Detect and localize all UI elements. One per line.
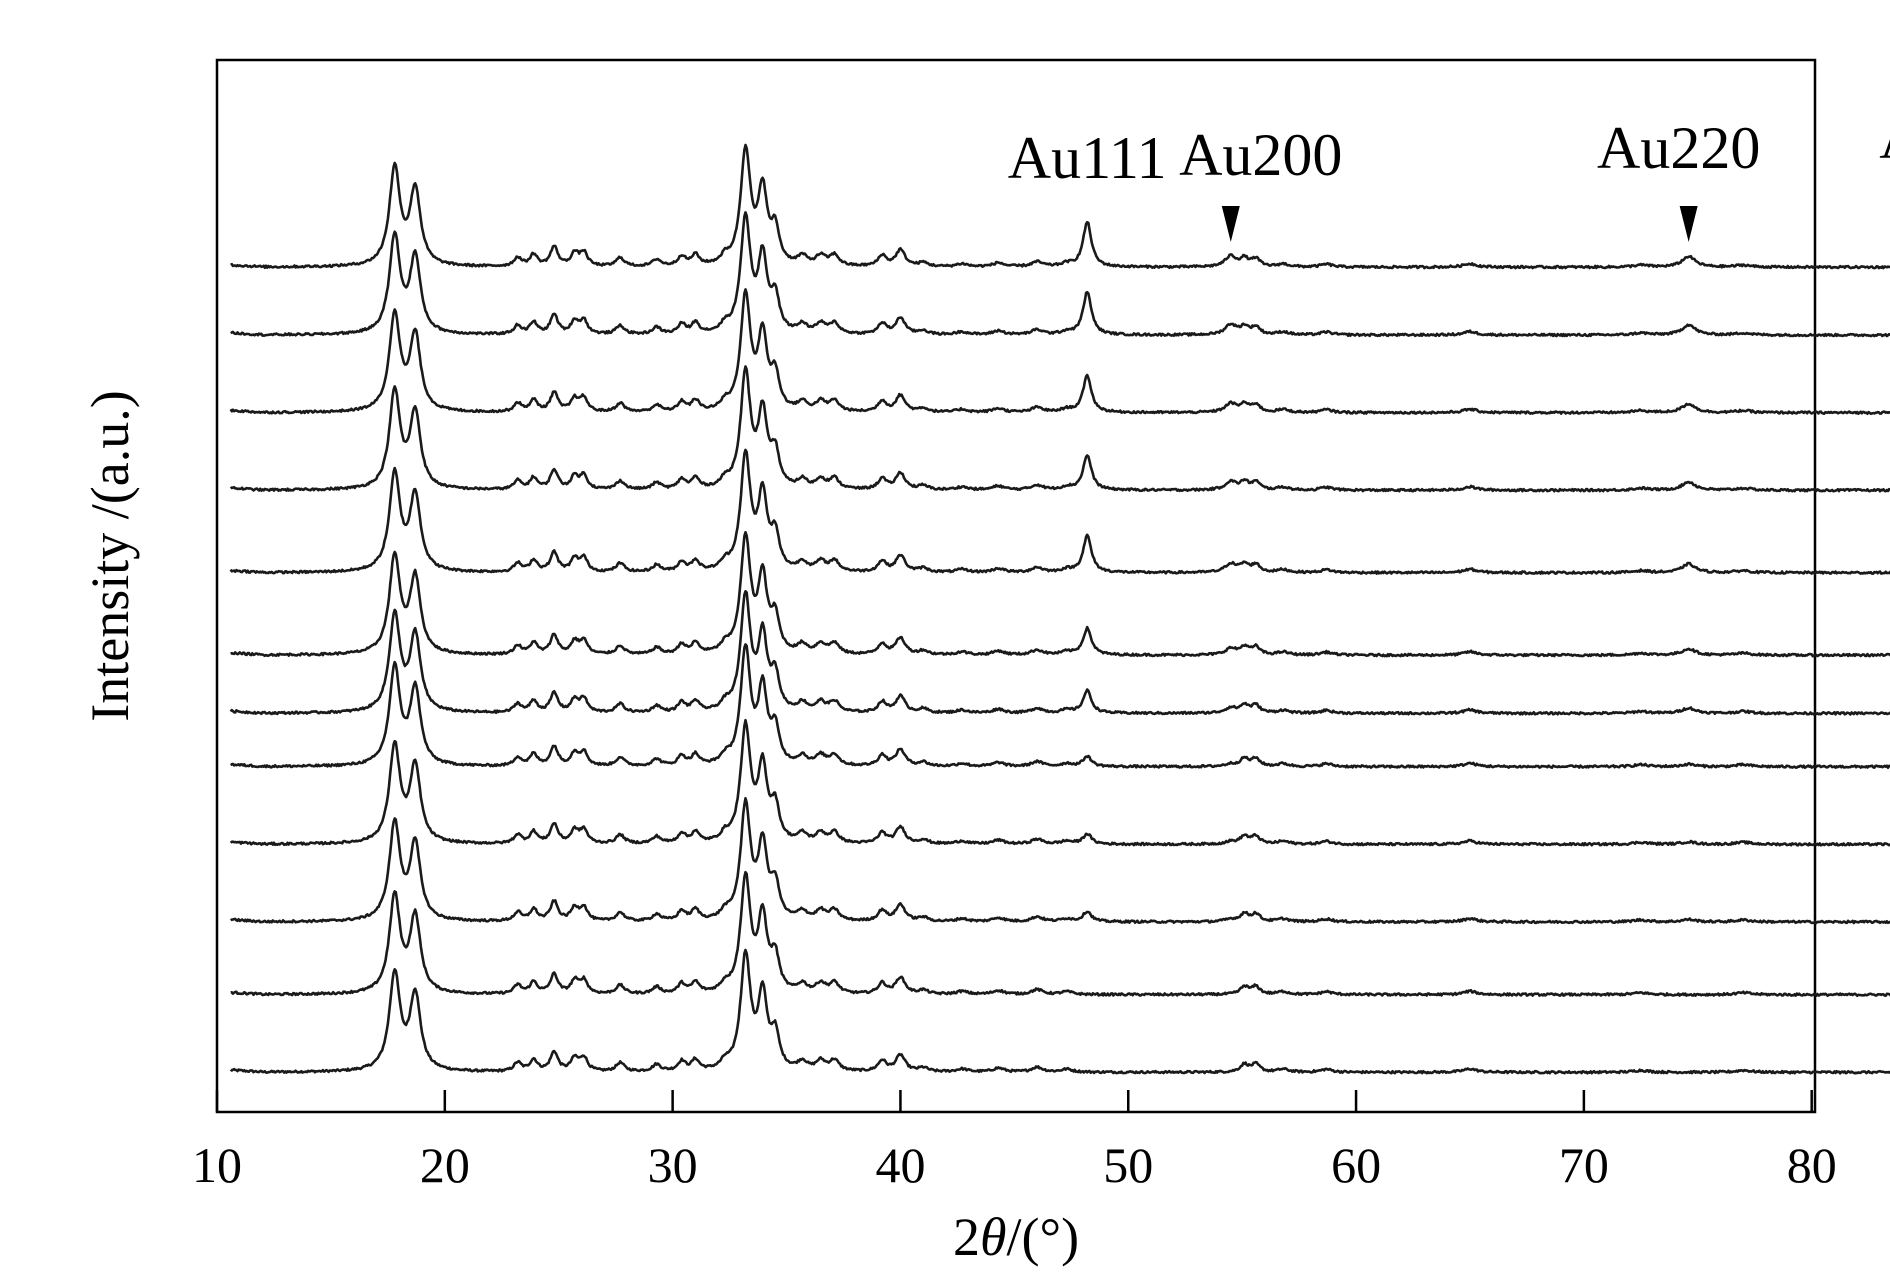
series-line-3 [230,797,1890,925]
marker-au200 [1221,206,1240,242]
annotation-au200: Au200 [1179,122,1342,188]
x-axis-label: 2θ/(°) [953,1207,1079,1267]
series-line-2 [230,870,1890,997]
x-tick-label-50: 50 [1103,1137,1153,1193]
plot-frame [215,58,1817,1114]
marker-au220 [1679,206,1698,242]
x-tick-label-30: 30 [648,1137,698,1193]
annotation-au111: Au111 [1008,125,1167,191]
x-tick-label-10: 10 [192,1137,242,1193]
series-line-11 [230,211,1890,338]
series-line-1 [229,948,1890,1075]
x-tick-label-80: 80 [1787,1137,1837,1193]
x-tick-label-60: 60 [1331,1137,1381,1193]
x-tick-label-20: 20 [420,1137,470,1193]
series-group [229,143,1890,1075]
series-line-7 [230,531,1890,658]
y-axis-label: Intensity /(a.u.) [80,390,140,721]
series-line-8 [229,448,1890,575]
series-line-4 [229,718,1890,847]
series-line-10 [229,288,1890,415]
series-line-9 [229,365,1890,493]
x-ticks: 10 20 30 40 50 60 70 80 [192,1090,1837,1193]
x-tick-label-40: 40 [875,1137,925,1193]
annotation-au311: Au311 [1879,105,1890,171]
series-line-6 [229,590,1890,716]
x-tick-label-70: 70 [1559,1137,1609,1193]
series-line-12 [230,143,1890,270]
annotation-au220: Au220 [1597,115,1760,181]
series-line-5 [230,643,1890,769]
